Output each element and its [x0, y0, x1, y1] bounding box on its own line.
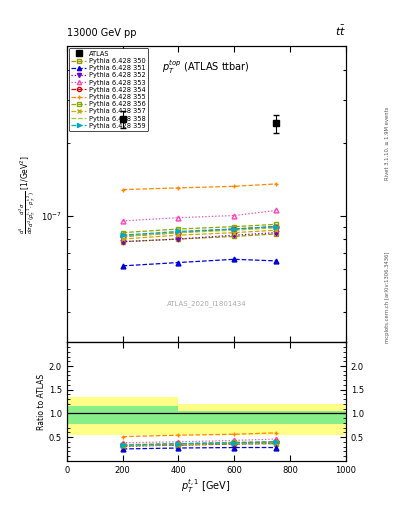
- Y-axis label: Ratio to ATLAS: Ratio to ATLAS: [37, 373, 46, 430]
- Text: ATLAS_2020_I1801434: ATLAS_2020_I1801434: [167, 301, 246, 307]
- X-axis label: $p_T^{t,1}$ [GeV]: $p_T^{t,1}$ [GeV]: [182, 477, 231, 495]
- Text: Rivet 3.1.10, ≥ 1.9M events: Rivet 3.1.10, ≥ 1.9M events: [385, 106, 389, 180]
- Text: mcplots.cern.ch [arXiv:1306.3436]: mcplots.cern.ch [arXiv:1306.3436]: [385, 251, 389, 343]
- Y-axis label: $\frac{d^{1}}{d\sigma}\frac{d^2\sigma}{d^2(p_T^{t,1}\cdot p_T^{t,2})}$ [1/GeV$^2: $\frac{d^{1}}{d\sigma}\frac{d^2\sigma}{d…: [18, 155, 38, 233]
- Text: $t\bar{t}$: $t\bar{t}$: [335, 24, 346, 38]
- Legend: ATLAS, Pythia 6.428 350, Pythia 6.428 351, Pythia 6.428 352, Pythia 6.428 353, P: ATLAS, Pythia 6.428 350, Pythia 6.428 35…: [69, 48, 148, 132]
- Text: 13000 GeV pp: 13000 GeV pp: [67, 28, 136, 38]
- Text: $p_T^{top}$ (ATLAS ttbar): $p_T^{top}$ (ATLAS ttbar): [162, 58, 250, 76]
